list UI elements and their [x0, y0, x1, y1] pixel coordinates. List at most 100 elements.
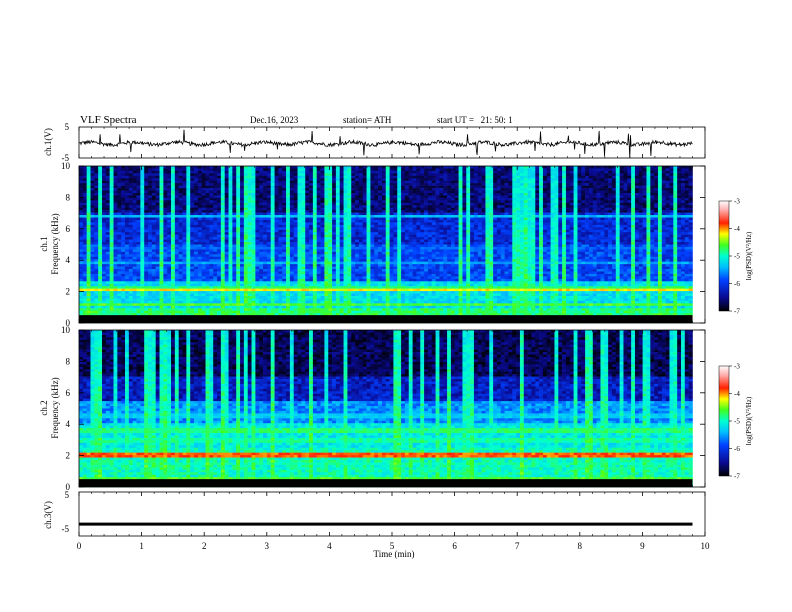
spectrogram-cell: [343, 190, 348, 194]
spectrogram-cell: [424, 229, 429, 233]
spectrogram-cell: [565, 207, 571, 211]
spectrogram-cell: [642, 192, 647, 196]
spectrogram-cell: [596, 180, 601, 184]
spectrogram-cell: [680, 229, 686, 233]
spectrogram-cell: [569, 175, 574, 179]
spectrogram-cell: [90, 183, 95, 186]
spectrogram-cell: [546, 217, 551, 221]
spectrogram-cell: [539, 166, 544, 169]
spectrogram-cell: [79, 180, 84, 184]
spectrogram-cell: [366, 205, 371, 208]
spectrogram-cell: [665, 224, 670, 228]
spectrogram-cell: [79, 237, 84, 240]
spectrogram-cell: [611, 210, 617, 213]
spectrogram-cell: [420, 185, 425, 189]
spectrogram-cell: [240, 239, 245, 243]
spectrogram-cell: [427, 185, 433, 189]
spectrogram-cell: [220, 219, 225, 223]
spectrogram-cell: [98, 188, 103, 191]
spectrogram-cell: [424, 192, 429, 196]
spectrogram-cell: [128, 195, 133, 199]
spectrogram-cell: [447, 222, 452, 226]
spectrogram-cell: [125, 232, 130, 235]
spectrogram-cell: [155, 185, 160, 189]
spectrogram-cell: [121, 207, 126, 211]
spectrogram-cell: [128, 212, 133, 216]
spectrogram-cell: [516, 173, 521, 177]
spectrogram-cell: [201, 197, 206, 201]
spectrogram-cell: [351, 227, 356, 231]
spectrogram-cell: [113, 188, 118, 191]
spectrogram-cell: [236, 217, 241, 221]
spectrogram-cell: [550, 229, 555, 233]
spectrogram-cell: [523, 234, 528, 238]
spectrogram-cell: [270, 178, 275, 182]
spectrogram-cell: [546, 166, 551, 169]
spectrogram-cell: [558, 222, 563, 226]
spectrogram-cell: [680, 239, 686, 243]
spectrogram-cell: [466, 197, 471, 201]
spectrogram-cell: [117, 237, 122, 240]
spectrogram-cell: [508, 185, 513, 189]
spectrogram-cell: [485, 166, 490, 169]
spectrogram-cell: [98, 170, 103, 174]
spectrogram-cell: [619, 215, 624, 218]
spectrogram-cell: [604, 212, 609, 216]
spectrogram-cell: [688, 195, 693, 199]
spectrogram-cell: [278, 190, 283, 194]
spectrogram-cell: [186, 195, 191, 199]
spectrogram-cell: [604, 219, 609, 223]
spectrogram-cell: [420, 168, 425, 172]
spectrogram-cell: [554, 207, 559, 211]
spectrogram-cell: [500, 234, 505, 238]
spectrogram-cell: [684, 197, 689, 201]
spectrogram-cell: [178, 212, 183, 216]
spectrogram-cell: [289, 219, 295, 223]
spectrogram-cell: [178, 237, 183, 240]
spectrogram-cell: [213, 234, 218, 238]
spectrogram-cell: [535, 237, 540, 240]
spectrogram-cell: [523, 173, 528, 177]
spectrogram-cell: [140, 229, 145, 233]
spectrogram-cell: [581, 188, 586, 191]
spectrogram-cell: [98, 239, 103, 243]
spectrogram-cell: [627, 222, 632, 226]
spectrogram-cell: [167, 217, 172, 221]
spectrogram-cell: [205, 219, 210, 223]
spectrogram-cell: [435, 212, 440, 216]
spectrogram-cell: [163, 175, 168, 179]
spectrogram-cell: [174, 239, 179, 243]
spectrogram-cell: [458, 185, 463, 189]
spectrogram-cell: [661, 219, 666, 223]
spectrogram-cell: [558, 217, 563, 221]
spectrogram-cell: [627, 207, 632, 211]
spectrogram-cell: [113, 197, 118, 201]
spectrogram-cell: [500, 202, 505, 206]
spectrogram-cell: [312, 239, 318, 243]
spectrogram-cell: [351, 180, 356, 184]
spectrogram-cell: [79, 197, 84, 201]
spectrogram-cell: [588, 170, 594, 174]
spectrogram-cell: [213, 197, 218, 201]
spectrogram-cell: [366, 178, 371, 182]
spectrogram-cell: [270, 202, 275, 206]
spectrogram-cell: [412, 224, 417, 228]
spectrogram-cell: [113, 166, 118, 169]
spectrogram-cell: [151, 239, 156, 243]
spectrogram-cell: [539, 212, 544, 216]
spectrogram-cell: [592, 212, 597, 216]
spectrogram-cell: [615, 180, 620, 184]
spectrogram-cell: [132, 229, 137, 233]
spectrogram-cell: [569, 166, 574, 169]
spectrogram-cell: [500, 219, 505, 223]
spectrogram-cell: [178, 207, 183, 211]
spectrogram-cell: [347, 175, 352, 179]
spectrogram-cell: [408, 212, 413, 216]
spectrogram-cell: [151, 202, 156, 206]
spectrogram-cell: [374, 173, 379, 177]
spectrogram-cell: [201, 202, 206, 206]
spectrogram-cell: [102, 185, 107, 189]
spectrogram-cell: [431, 180, 436, 184]
spectrogram-cell: [493, 222, 498, 226]
spectrogram-cell: [255, 175, 260, 179]
